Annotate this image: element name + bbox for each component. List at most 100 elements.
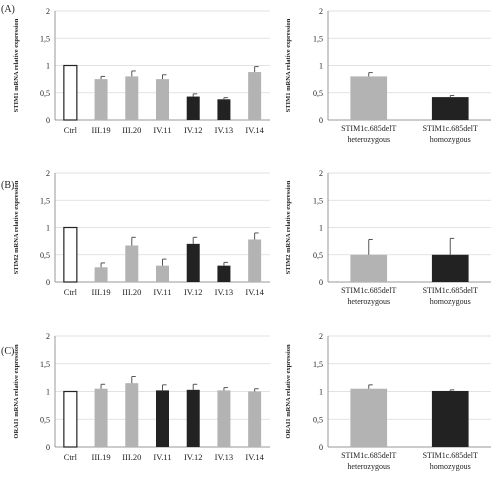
bar: [156, 265, 169, 282]
y-tick-label: 0: [46, 443, 50, 452]
bar: [94, 267, 108, 282]
y-axis-label: STIM2 mRNA relative expression: [285, 180, 292, 274]
y-tick-label: 0,5: [40, 415, 50, 424]
charts: 0 0,5 1 1,5 2 STIM1 mRNA relative expression C…: [13, 7, 491, 471]
chart-5: 0 0,5 1 1,5 2 ORAI1 mRNA relative expression C…: [13, 332, 270, 462]
x-tick-label: IV.12: [184, 125, 203, 135]
chart-4: 0 0,5 1 1,5 2 STIM2 mRNA relative expression S…: [285, 169, 491, 306]
x-tick-label: STIM1c.685delT: [341, 451, 396, 460]
x-tick-label: III.19: [92, 125, 111, 135]
chart-1: 0 0,5 1 1,5 2 STIM1 mRNA relative expression C…: [13, 7, 270, 135]
x-tick-label: IV.13: [215, 125, 234, 135]
x-tick-label: heterozygous: [347, 462, 390, 471]
x-tick-label: III.20: [122, 287, 141, 297]
x-tick-label: III.20: [122, 452, 141, 462]
x-tick-label: III.19: [92, 452, 111, 462]
x-tick-label: IV.12: [184, 287, 203, 297]
y-tick-label: 1,5: [40, 360, 50, 369]
bar: [431, 97, 469, 120]
bar: [125, 76, 139, 120]
panel-label-b: (B): [1, 180, 14, 191]
bar: [248, 391, 262, 447]
bar: [217, 265, 231, 282]
y-tick-label: 1: [46, 388, 50, 397]
y-tick-label: 0: [319, 443, 323, 452]
x-tick-label: STIM1c.685delT: [423, 286, 478, 295]
bar: [63, 64, 78, 121]
y-tick-label: 0: [46, 278, 50, 287]
y-tick-label: 1: [319, 224, 323, 233]
y-tick-label: 2: [319, 7, 323, 16]
x-tick-label: IV.11: [153, 287, 171, 297]
y-tick-label: 2: [46, 169, 50, 178]
y-tick-label: 1: [319, 62, 323, 71]
y-tick-label: 1,5: [313, 34, 323, 43]
y-axis-label: STIM1 mRNA relative expression: [285, 18, 292, 112]
x-tick-label: homozygous: [430, 135, 471, 144]
bar: [63, 390, 78, 448]
x-tick-label: Ctrl: [64, 452, 78, 462]
bar: [186, 243, 200, 282]
x-tick-label: homozygous: [430, 462, 471, 471]
panel-label-a: (A): [1, 4, 15, 15]
bar: [217, 390, 231, 447]
chart-2: 0 0,5 1 1,5 2 STIM1 mRNA relative expression S…: [285, 7, 491, 144]
bar: [350, 76, 388, 120]
chart-6: 0 0,5 1 1,5 2 ORAI1 mRNA relative expression S…: [285, 332, 491, 471]
x-tick-label: STIM1c.685delT: [341, 286, 396, 295]
x-tick-label: STIM1c.685delT: [423, 451, 478, 460]
bar: [350, 254, 388, 282]
y-tick-label: 0,5: [313, 415, 323, 424]
y-axis-label: STIM2 mRNA relative expression: [13, 180, 20, 274]
bar: [248, 239, 262, 282]
x-tick-label: III.20: [122, 125, 141, 135]
y-tick-label: 0: [319, 116, 323, 125]
x-tick-label: IV.11: [153, 125, 171, 135]
y-tick-label: 0,5: [313, 251, 323, 260]
bar: [431, 254, 469, 282]
y-tick-label: 1: [46, 224, 50, 233]
bar: [186, 389, 200, 447]
y-tick-label: 2: [46, 332, 50, 341]
y-tick-label: 1,5: [313, 196, 323, 205]
y-tick-label: 1,5: [40, 196, 50, 205]
y-axis-label: ORAI1 mRNA relative expression: [13, 344, 20, 439]
x-tick-label: Ctrl: [64, 125, 78, 135]
x-tick-label: STIM1c.685delT: [341, 124, 396, 133]
x-tick-label: IV.14: [245, 452, 264, 462]
y-tick-label: 1,5: [313, 360, 323, 369]
x-tick-label: III.19: [92, 287, 111, 297]
x-tick-label: IV.13: [215, 287, 234, 297]
y-tick-label: 1,5: [40, 34, 50, 43]
x-tick-label: Ctrl: [64, 287, 78, 297]
y-axis-label: ORAI1 mRNA relative expression: [285, 344, 292, 439]
y-tick-label: 2: [46, 7, 50, 16]
bar: [63, 226, 78, 283]
bar: [248, 72, 262, 120]
x-tick-label: homozygous: [430, 297, 471, 306]
x-tick-label: heterozygous: [347, 135, 390, 144]
chart-3: 0 0,5 1 1,5 2 STIM2 mRNA relative expression C…: [13, 169, 270, 297]
y-tick-label: 0,5: [40, 89, 50, 98]
y-tick-label: 0: [46, 116, 50, 125]
bar: [156, 79, 169, 120]
y-tick-label: 0,5: [313, 89, 323, 98]
bar: [94, 388, 108, 447]
y-tick-label: 2: [319, 169, 323, 178]
bar: [350, 388, 388, 447]
panel-label-c: (C): [1, 346, 14, 357]
y-tick-label: 2: [319, 332, 323, 341]
bar: [125, 383, 139, 447]
bar: [156, 390, 169, 447]
bar: [217, 99, 231, 120]
x-tick-label: heterozygous: [347, 297, 390, 306]
x-tick-label: IV.12: [184, 452, 203, 462]
y-tick-label: 1: [46, 62, 50, 71]
bar: [431, 390, 469, 447]
x-tick-label: IV.13: [215, 452, 234, 462]
bar: [94, 79, 108, 120]
bar: [125, 245, 139, 282]
y-axis-label: STIM1 mRNA relative expression: [13, 18, 20, 112]
x-tick-label: STIM1c.685delT: [423, 124, 478, 133]
